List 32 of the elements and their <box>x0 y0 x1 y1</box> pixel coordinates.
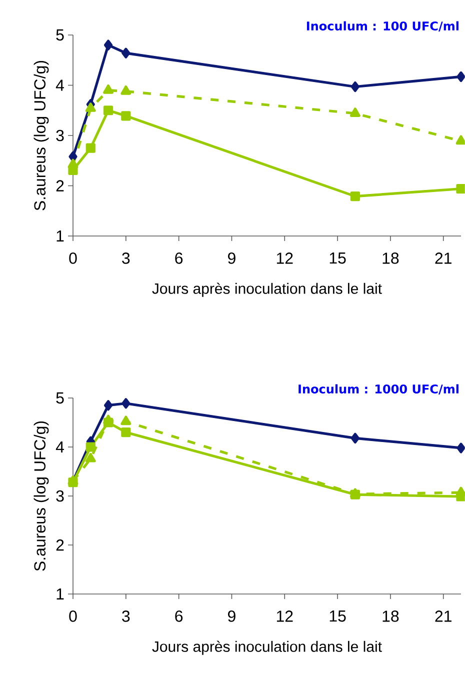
chart-title: Inoculum : 100 UFC/ml <box>307 21 459 32</box>
y-tick-label: 1 <box>56 230 64 242</box>
y-tick-label: 5 <box>56 29 64 41</box>
x-tick-label: 6 <box>175 610 183 622</box>
x-tick-label: 18 <box>382 252 399 264</box>
x-tick-label: 18 <box>382 610 399 622</box>
x-tick-label: 3 <box>122 252 130 264</box>
x-tick-label: 15 <box>330 610 346 622</box>
y-tick-label: 3 <box>56 490 64 502</box>
x-tick-label: 9 <box>228 252 236 264</box>
y-axis-title: S.aureus (log UFC/g) <box>34 421 49 571</box>
x-axis-title: Jours après inoculation dans le lait <box>152 640 382 655</box>
y-tick-label: 5 <box>56 392 64 404</box>
y-tick-label: 2 <box>56 180 64 192</box>
x-tick-label: 0 <box>69 252 77 264</box>
y-tick-label: 3 <box>56 130 64 142</box>
x-tick-label: 15 <box>330 252 346 264</box>
y-tick-label: 4 <box>56 441 64 453</box>
x-tick-label: 21 <box>435 610 452 622</box>
x-tick-label: 21 <box>435 252 452 264</box>
y-tick-label: 1 <box>56 588 64 600</box>
x-tick-label: 9 <box>228 610 236 622</box>
x-tick-label: 6 <box>175 252 183 264</box>
y-tick-label: 4 <box>56 80 64 91</box>
y-axis-title: S.aureus (log UFC/g) <box>34 60 49 210</box>
y-tick-label: 2 <box>56 539 64 551</box>
x-tick-label: 12 <box>277 610 293 622</box>
x-tick-label: 0 <box>69 610 77 622</box>
x-axis-title: Jours après inoculation dans le lait <box>152 282 382 297</box>
chart-title: Inoculum : 1000 UFC/ml <box>298 384 459 394</box>
x-tick-label: 12 <box>277 252 293 264</box>
x-tick-label: 3 <box>122 610 130 622</box>
